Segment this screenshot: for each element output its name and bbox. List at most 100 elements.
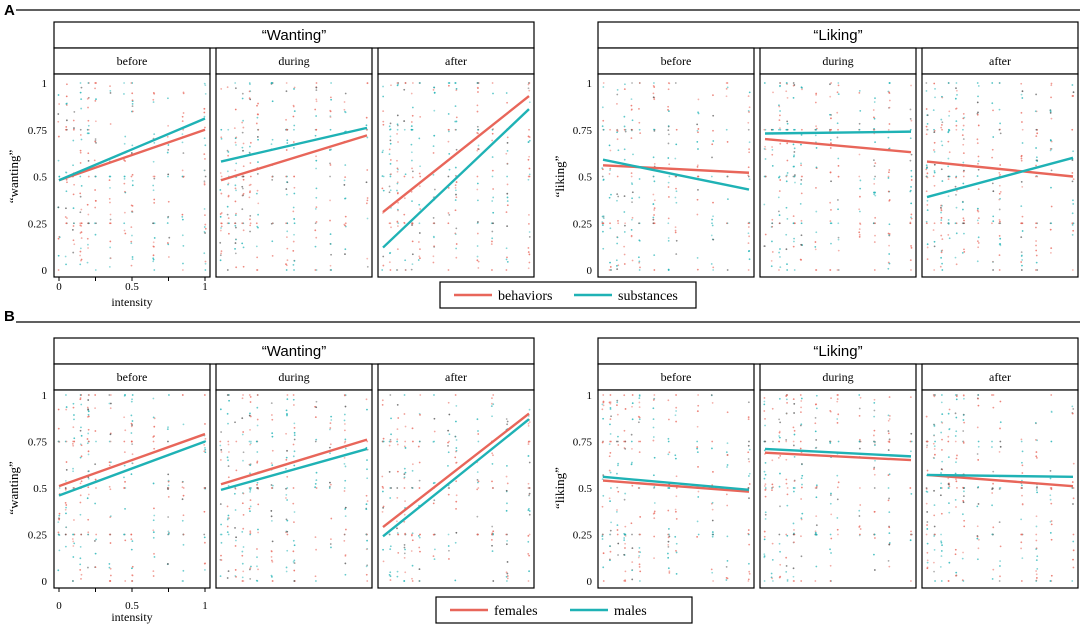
scatter-point [1072,91,1075,94]
scatter-point [396,403,399,406]
scatter-point [506,225,509,228]
scatter-point [234,247,236,250]
scatter-point [616,236,619,239]
scatter-point [390,433,392,436]
scatter-point [1020,205,1023,208]
scatter-point [601,538,604,540]
scatter-point [220,88,223,90]
scatter-point [528,167,531,170]
scatter-point [227,151,230,153]
scatter-point [667,528,670,530]
scatter-point [203,182,206,184]
scatter-point [859,533,861,536]
scatter-point [433,558,436,561]
scatter-point [763,580,766,582]
scatter-point [57,159,60,162]
scatter-point [777,456,780,459]
scatter-point [815,439,818,441]
scatter-point [926,542,929,545]
scatter-point [57,533,60,536]
scatter-point [779,454,782,457]
scatter-point [396,527,398,530]
scatter-point [814,248,817,251]
scatter-point [396,470,399,473]
scatter-point [962,175,965,178]
scatter-point [153,141,156,144]
scatter-point [455,439,458,441]
scatter-point [226,525,229,528]
scatter-point [829,564,832,567]
scatter-point [527,487,530,489]
scatter-point [58,440,60,443]
scatter-point [388,153,391,156]
facet-before: before [597,47,755,278]
scatter-point [792,575,795,578]
scatter-point [94,540,96,542]
scatter-point [410,143,413,146]
scatter-point [697,496,700,498]
scatter-point [403,394,406,396]
scatter-point [182,112,185,114]
scatter-point [477,267,480,269]
scatter-point [609,167,612,170]
scatter-point [181,120,184,123]
scatter-point [977,242,980,244]
scatter-point [955,395,958,398]
scatter-point [829,201,832,204]
scatter-point [167,473,170,476]
scatter-point [203,82,206,85]
scatter-point [874,537,876,539]
scatter-point [108,566,111,569]
scatter-point [57,135,60,138]
scatter-point [778,440,781,443]
scatter-point [1020,82,1023,85]
scatter-point [419,208,422,210]
scatter-point [1050,117,1053,120]
scatter-point [344,562,347,565]
scatter-point [667,399,670,402]
scatter-point [382,123,385,126]
scatter-point [602,394,605,396]
scatter-point [925,167,928,169]
scatter-point [527,424,530,427]
scatter-point [609,406,612,409]
scatter-point [476,232,479,235]
scatter-point [792,398,795,401]
scatter-point [235,238,237,241]
scatter-point [1072,497,1075,500]
scatter-point [418,255,421,258]
scatter-point [617,195,620,198]
scatter-point [667,142,670,145]
scatter-point [926,566,929,569]
scatter-point [233,222,236,225]
scatter-point [181,115,184,118]
scatter-point [948,483,950,486]
scatter-point [858,440,861,443]
scatter-point [998,128,1001,131]
scatter-point [814,430,817,433]
scatter-point [447,451,450,454]
scatter-point [418,546,421,549]
scatter-point [153,133,156,136]
scatter-point [933,82,936,85]
scatter-point [109,92,112,94]
scatter-point [72,225,75,227]
scatter-point [65,95,68,98]
scatter-point [477,144,480,147]
scatter-point [667,157,670,159]
regression-line-substances [382,108,530,249]
scatter-point [152,440,155,443]
scatter-point [925,415,928,418]
scatter-point [616,399,619,402]
scatter-point [270,519,273,522]
scatter-point [609,545,611,548]
scatter-point [601,441,604,444]
scatter-point [131,179,134,182]
scatter-point [220,128,223,131]
scatter-point [792,215,795,218]
scatter-point [204,227,207,230]
scatter-point [79,494,82,497]
scatter-point [829,269,832,271]
scatter-point [242,178,245,181]
scatter-point [528,461,531,464]
